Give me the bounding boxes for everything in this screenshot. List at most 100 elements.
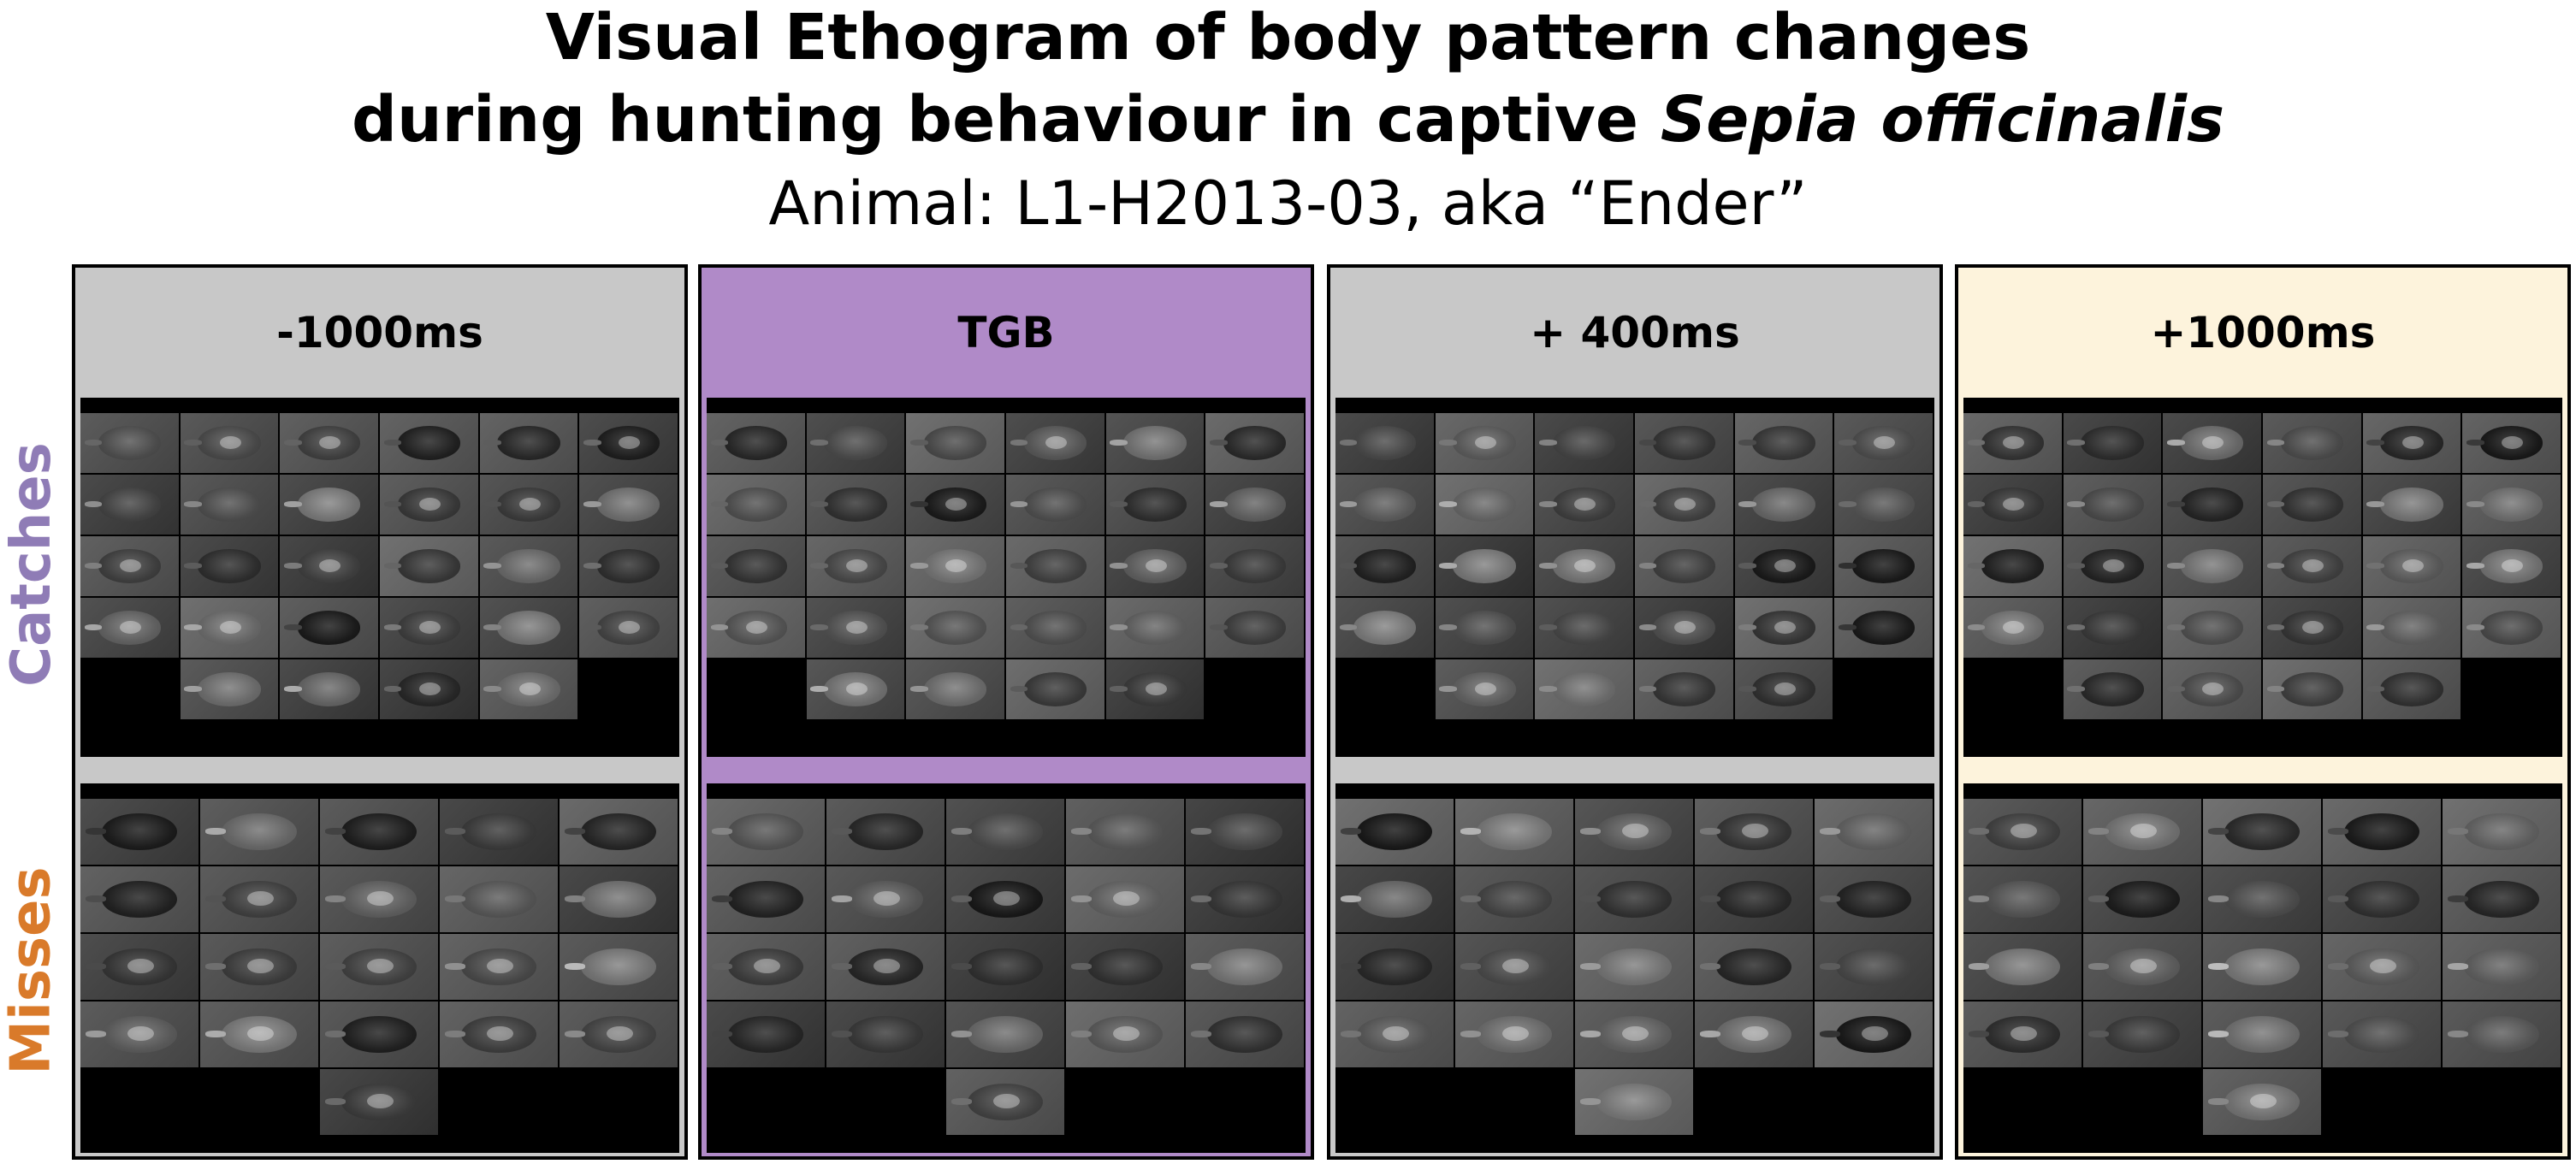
cuttlefish-thumbnail [1335, 1002, 1454, 1067]
cuttlefish-thumbnail [80, 475, 179, 535]
cuttlefish-body [1652, 672, 1715, 706]
cuttlefish-thumbnail [1963, 413, 2062, 473]
cuttlefish-body [341, 880, 417, 919]
cuttlefish-body [847, 1015, 924, 1054]
cuttlefish-thumbnail [2263, 536, 2361, 596]
cuttlefish-thumbnail [579, 475, 678, 535]
cuttlefish-arms [1638, 500, 1657, 507]
cuttlefish-thumbnail [1834, 475, 1933, 535]
cuttlefish-thumbnail [1205, 598, 1304, 658]
cuttlefish-body [967, 1015, 1044, 1054]
cuttlefish-body [1023, 672, 1087, 706]
pattern-highlight [873, 959, 900, 974]
cuttlefish-arms [84, 439, 103, 446]
cuttlefish-thumbnail [707, 536, 805, 596]
cuttlefish-body [1023, 426, 1087, 460]
cuttlefish-arms [711, 1030, 733, 1037]
cuttlefish-arms [831, 1030, 853, 1037]
cuttlefish-body [98, 487, 161, 522]
cuttlefish-thumbnail [2462, 475, 2561, 535]
cuttlefish-thumbnail [280, 659, 378, 719]
cuttlefish-arms [1819, 827, 1841, 835]
cuttlefish-thumbnail [2443, 1002, 2561, 1067]
cuttlefish-arms [1010, 439, 1028, 446]
cuttlefish-body [1476, 948, 1553, 986]
cuttlefish-arms [1110, 439, 1128, 446]
row-label-misses-text: Misses [0, 866, 63, 1075]
cuttlefish-body [460, 880, 537, 919]
pattern-highlight [1742, 1026, 1768, 1042]
cuttlefish-body [847, 948, 924, 986]
cuttlefish-arms [810, 439, 828, 446]
cuttlefish-body [2081, 611, 2144, 645]
cuttlefish-body [2104, 948, 2181, 986]
cuttlefish-body [1715, 880, 1792, 919]
cuttlefish-thumbnail [440, 1002, 558, 1067]
cuttlefish-body [297, 487, 361, 522]
pattern-highlight [2002, 497, 2025, 511]
cuttlefish-body [460, 812, 537, 851]
cuttlefish-arms [444, 962, 466, 970]
cuttlefish-body [1652, 426, 1715, 460]
cuttlefish-thumbnail [946, 866, 1064, 932]
cuttlefish-arms [2447, 895, 2469, 902]
cuttlefish-thumbnail [2263, 413, 2361, 473]
cuttlefish-thumbnail [1734, 659, 1833, 719]
cuttlefish-thumbnail [2063, 659, 2162, 719]
cuttlefish-arms [283, 685, 302, 692]
cuttlefish-arms [810, 623, 828, 630]
pattern-highlight [2401, 558, 2424, 572]
cuttlefish-arms [1339, 623, 1358, 630]
cuttlefish-body [1652, 611, 1715, 645]
pattern-highlight [1673, 620, 1697, 634]
cuttlefish-arms [2087, 962, 2110, 970]
cuttlefish-arms [2327, 1030, 2349, 1037]
catches-image-grid [1963, 398, 2562, 757]
cuttlefish-thumbnail [707, 475, 805, 535]
cuttlefish-arms [184, 500, 202, 507]
cuttlefish-thumbnail [380, 598, 478, 658]
pattern-highlight [845, 620, 868, 634]
cuttlefish-thumbnail [579, 598, 678, 658]
catches-image-grid [707, 398, 1306, 757]
cuttlefish-body [727, 1015, 804, 1054]
cuttlefish-body [1596, 948, 1673, 986]
cuttlefish-arms [1460, 827, 1482, 835]
cuttlefish-arms [2266, 685, 2285, 692]
cuttlefish-arms [1339, 562, 1358, 569]
cuttlefish-arms [2327, 895, 2349, 902]
cuttlefish-thumbnail [479, 536, 578, 596]
cuttlefish-thumbnail [2362, 598, 2461, 658]
cuttlefish-arms [1209, 562, 1228, 569]
cuttlefish-arms [810, 562, 828, 569]
cuttlefish-thumbnail [2323, 1002, 2441, 1067]
cuttlefish-arms [2207, 895, 2230, 902]
cuttlefish-thumbnail [1734, 598, 1833, 658]
cuttlefish-thumbnail [1335, 598, 1434, 658]
pattern-highlight [2202, 682, 2224, 695]
cuttlefish-arms [2087, 895, 2110, 902]
cuttlefish-thumbnail [707, 598, 805, 658]
panel-plus-1000ms: +1000ms [1955, 264, 2571, 1160]
cuttlefish-thumbnail [1815, 1002, 1933, 1067]
cuttlefish-thumbnail [479, 598, 578, 658]
pattern-highlight [487, 1026, 513, 1042]
cuttlefish-arms [950, 1097, 973, 1105]
cuttlefish-thumbnail [806, 536, 905, 596]
cuttlefish-arms [324, 1030, 346, 1037]
cuttlefish-body [2081, 672, 2144, 706]
cuttlefish-body [198, 487, 261, 522]
cuttlefish-thumbnail [1205, 536, 1304, 596]
cuttlefish-arms [1010, 623, 1028, 630]
cuttlefish-body [1752, 672, 1815, 706]
cuttlefish-thumbnail [440, 934, 558, 1000]
cuttlefish-arms [1460, 1030, 1482, 1037]
cuttlefish-arms [184, 562, 202, 569]
cuttlefish-thumbnail [2263, 475, 2361, 535]
cuttlefish-arms [1070, 1030, 1093, 1037]
cuttlefish-arms [564, 895, 586, 902]
cuttlefish-thumbnail [320, 934, 438, 1000]
cuttlefish-arms [909, 685, 928, 692]
pattern-highlight [219, 620, 241, 634]
cuttlefish-arms [2466, 439, 2484, 446]
